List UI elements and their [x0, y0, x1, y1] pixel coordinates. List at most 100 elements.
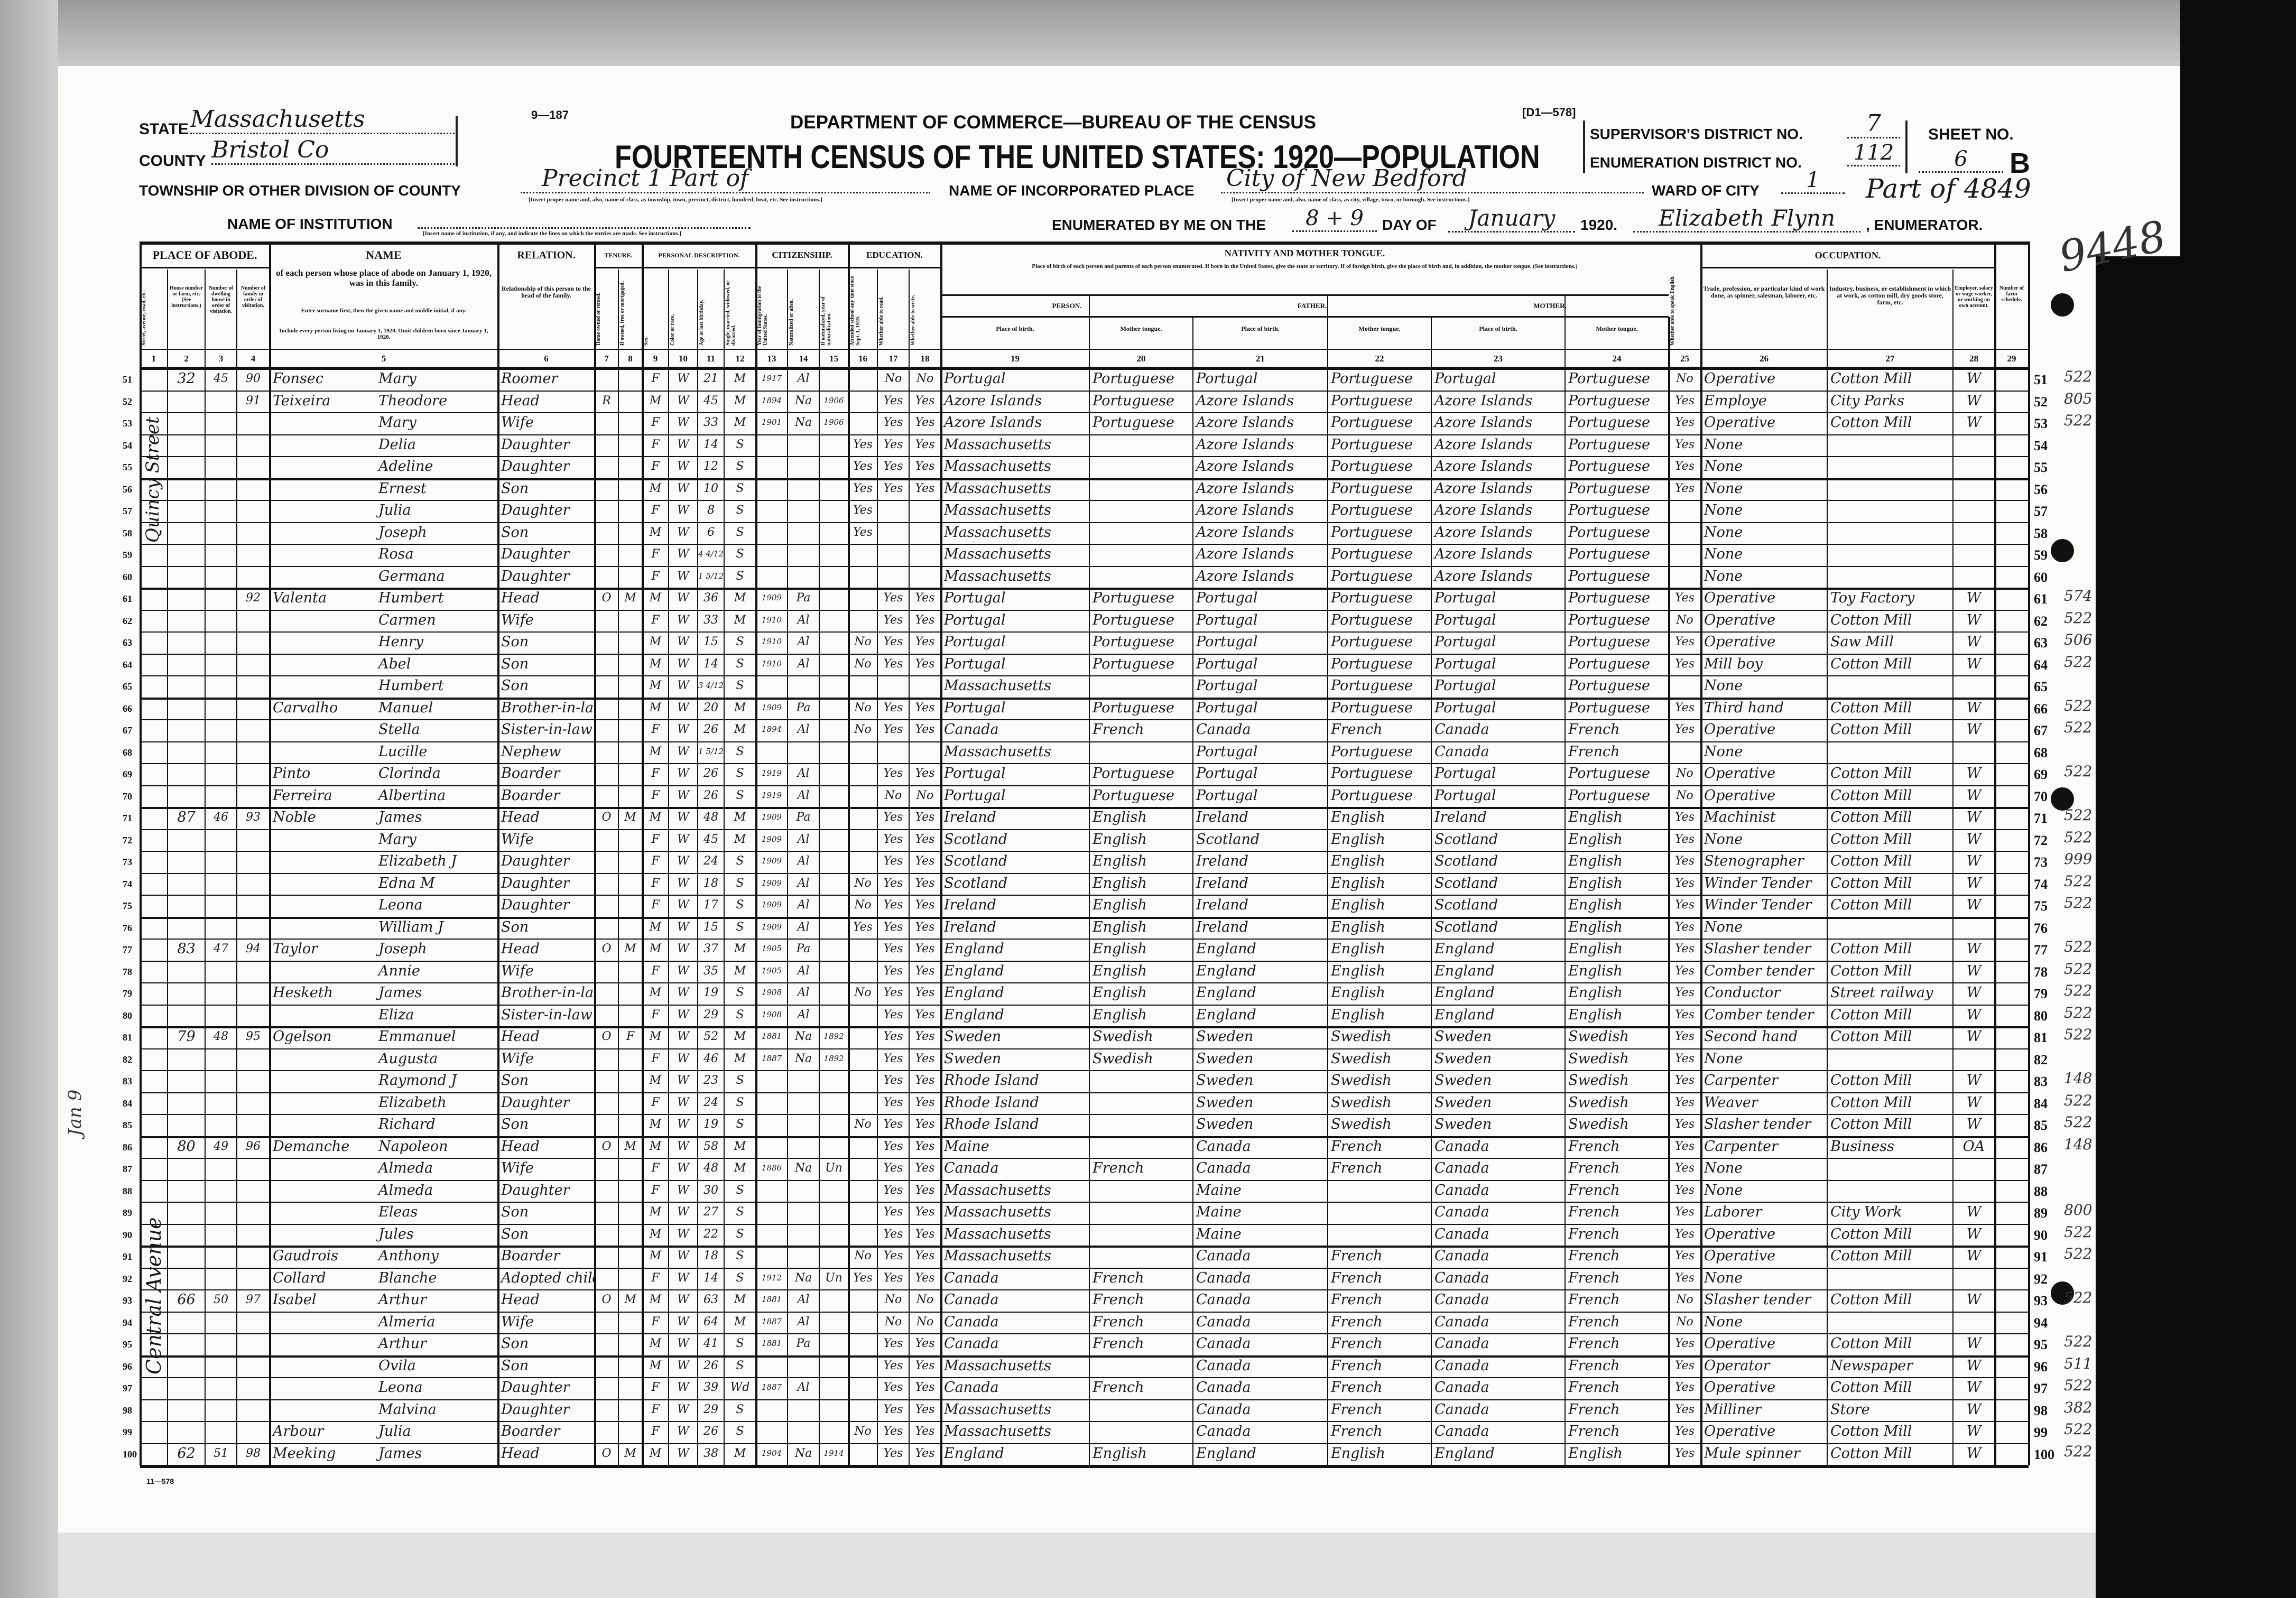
- table-cell: W: [1966, 414, 1982, 431]
- line-number-left: 51: [123, 374, 132, 385]
- line-number-left: 91: [123, 1251, 132, 1262]
- column-divider: [1564, 296, 1566, 1465]
- table-cell: Street railway: [1830, 984, 1933, 1001]
- table-cell: Portuguese: [1568, 677, 1650, 694]
- column-divider: [1668, 317, 1670, 1465]
- table-cell: Azore Islands: [1434, 568, 1533, 584]
- line-number: 77: [2034, 942, 2048, 958]
- row-divider: [140, 960, 2029, 962]
- table-cell: Cotton Mill: [1830, 765, 1912, 782]
- table-cell: French: [1331, 1423, 1383, 1439]
- line-number-left: 52: [123, 396, 132, 407]
- column-number: 24: [1612, 354, 1622, 364]
- table-cell: W: [1966, 897, 1982, 913]
- line-number: 91: [2034, 1249, 2048, 1265]
- table-cell: English: [1331, 918, 1385, 935]
- table-cell: Yes: [883, 767, 903, 780]
- table-cell: W: [677, 854, 689, 868]
- table-cell: 41: [703, 1337, 718, 1350]
- table-cell: M: [649, 1227, 662, 1241]
- table-cell: French: [1568, 1313, 1620, 1330]
- group-divider: [642, 267, 756, 268]
- margin-code: 522: [2064, 894, 2093, 912]
- margin-code: 805: [2064, 389, 2093, 407]
- table-cell: Yes: [1675, 1271, 1695, 1285]
- table-cell: W: [677, 767, 689, 780]
- table-cell: Boarder: [501, 787, 560, 804]
- table-cell: W: [1966, 721, 1982, 738]
- row-divider: [140, 653, 2029, 655]
- line-number-left: 89: [123, 1207, 132, 1218]
- table-cell: English: [1331, 984, 1385, 1001]
- table-cell: Sweden: [944, 1050, 1002, 1067]
- table-cell: Son: [501, 1225, 529, 1242]
- table-cell: F: [651, 767, 660, 780]
- table-cell: W: [677, 1402, 689, 1416]
- line-number: 94: [2034, 1315, 2048, 1331]
- table-cell: No: [854, 701, 872, 714]
- table-cell: 91: [246, 394, 261, 407]
- column-number: 10: [679, 354, 688, 364]
- table-cell: 46: [703, 1052, 718, 1065]
- table-cell: Yes: [915, 723, 935, 736]
- table-cell: England: [1434, 1006, 1495, 1023]
- table-cell: Head: [501, 1445, 540, 1462]
- table-cell: M: [649, 657, 662, 671]
- table-cell: M: [734, 1162, 746, 1175]
- table-cell: 83: [177, 941, 196, 957]
- table-cell: City Parks: [1830, 392, 1905, 409]
- table-cell: S: [736, 986, 744, 999]
- table-cell: Sweden: [1434, 1028, 1492, 1045]
- table-cell: Nephew: [501, 743, 561, 760]
- table-cell: Sweden: [1434, 1072, 1492, 1089]
- table-cell: Al: [797, 1008, 810, 1021]
- line-number: 99: [2034, 1425, 2048, 1440]
- table-cell: 3 4/12: [698, 681, 724, 690]
- table-cell: F: [651, 1008, 660, 1021]
- given-name: Eliza: [378, 1006, 414, 1023]
- table-cell: Ireland: [944, 918, 996, 935]
- table-cell: French: [1568, 1423, 1620, 1439]
- table-cell: Yes: [853, 504, 873, 517]
- table-cell: French: [1568, 1248, 1620, 1264]
- table-cell: W: [677, 460, 689, 473]
- table-cell: Portuguese: [1331, 502, 1413, 518]
- column-divider: [697, 270, 698, 1465]
- table-cell: Operator: [1704, 1357, 1770, 1374]
- table-cell: Son: [501, 480, 529, 497]
- table-cell: Head: [501, 1028, 540, 1045]
- given-name: Arthur: [378, 1292, 427, 1308]
- line-number-left: 97: [123, 1383, 132, 1393]
- table-cell: Maine: [1196, 1182, 1242, 1198]
- table-cell: No: [854, 657, 872, 671]
- street-name: Quincy Street: [142, 416, 163, 543]
- table-cell: Canada: [1434, 1423, 1489, 1439]
- table-cell: Canada: [1434, 1292, 1489, 1308]
- table-cell: Na: [794, 394, 812, 407]
- table-cell: French: [1331, 1379, 1383, 1396]
- margin-code: 522: [2064, 719, 2093, 736]
- table-cell: Portugal: [1434, 655, 1496, 672]
- table-cell: Yes: [1675, 1162, 1695, 1175]
- row-divider: [140, 1355, 2029, 1358]
- table-cell: Yes: [1675, 1446, 1695, 1460]
- table-cell: M: [649, 525, 662, 539]
- table-cell: W: [677, 679, 689, 692]
- table-cell: Canada: [1196, 1401, 1251, 1418]
- table-cell: Portuguese: [1568, 414, 1650, 431]
- table-cell: 58: [703, 1139, 718, 1153]
- table-cell: Yes: [1675, 1183, 1695, 1197]
- table-cell: Portuguese: [1331, 743, 1413, 760]
- given-name: Anthony: [378, 1248, 439, 1264]
- line-number-left: 63: [123, 637, 132, 648]
- street-name: Central Avenue: [142, 1217, 165, 1374]
- row-divider: [140, 939, 2029, 940]
- scan-background-top: [0, 0, 2296, 66]
- table-cell: 1887: [761, 1382, 782, 1392]
- supervisor-district-label: SUPERVISOR'S DISTRICT NO.: [1590, 126, 1803, 142]
- table-cell: Pa: [796, 701, 811, 714]
- table-cell: None: [1704, 831, 1743, 848]
- table-cell: 1917: [761, 374, 782, 383]
- table-cell: Mule spinner: [1704, 1445, 1800, 1462]
- line-number: 81: [2034, 1030, 2048, 1045]
